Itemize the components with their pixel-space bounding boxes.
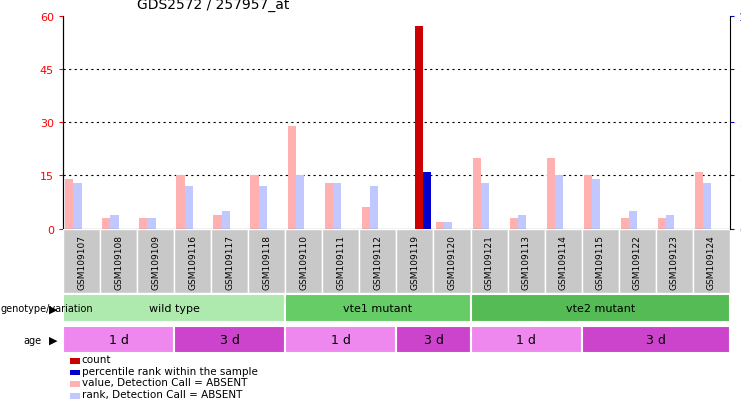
Text: GSM109121: GSM109121: [485, 234, 494, 289]
Text: vte1 mutant: vte1 mutant: [343, 304, 413, 314]
Text: 3 d: 3 d: [424, 333, 443, 346]
Bar: [296, 176, 304, 229]
Bar: [139, 218, 147, 229]
Bar: [619, 229, 656, 293]
Text: 3 d: 3 d: [646, 333, 665, 346]
Bar: [176, 176, 185, 229]
Bar: [174, 229, 211, 293]
Bar: [285, 326, 396, 354]
Text: GSM109107: GSM109107: [77, 234, 86, 289]
Bar: [592, 180, 600, 229]
Bar: [471, 229, 508, 293]
Text: GSM109115: GSM109115: [596, 234, 605, 289]
Bar: [325, 183, 333, 229]
Bar: [555, 176, 563, 229]
Bar: [471, 326, 582, 354]
Text: GSM109119: GSM109119: [411, 234, 419, 289]
Bar: [370, 187, 378, 229]
Bar: [322, 229, 359, 293]
Bar: [473, 158, 481, 229]
Bar: [285, 295, 471, 323]
Bar: [63, 295, 285, 323]
Bar: [444, 222, 452, 229]
Bar: [693, 229, 730, 293]
Bar: [666, 215, 674, 229]
Bar: [288, 126, 296, 229]
Bar: [213, 215, 222, 229]
Bar: [481, 183, 489, 229]
Bar: [63, 326, 174, 354]
Bar: [250, 176, 259, 229]
Bar: [433, 229, 471, 293]
Text: GSM109122: GSM109122: [633, 234, 642, 289]
Text: GSM109110: GSM109110: [299, 234, 308, 289]
Bar: [584, 176, 592, 229]
Bar: [147, 218, 156, 229]
Text: ▶: ▶: [49, 335, 57, 345]
Bar: [211, 229, 248, 293]
Text: GSM109111: GSM109111: [336, 234, 345, 289]
Bar: [582, 326, 730, 354]
Text: 1 d: 1 d: [109, 333, 128, 346]
Text: GSM109113: GSM109113: [522, 234, 531, 289]
Text: percentile rank within the sample: percentile rank within the sample: [82, 366, 258, 376]
Text: GSM109117: GSM109117: [225, 234, 234, 289]
Bar: [695, 173, 703, 229]
Bar: [110, 215, 119, 229]
Text: ▶: ▶: [49, 304, 57, 314]
Bar: [508, 229, 545, 293]
Bar: [423, 173, 431, 229]
Bar: [185, 187, 193, 229]
Bar: [658, 218, 666, 229]
Bar: [285, 229, 322, 293]
Bar: [629, 211, 637, 229]
Text: GSM109109: GSM109109: [151, 234, 160, 289]
Bar: [333, 183, 341, 229]
Text: GSM109120: GSM109120: [448, 234, 456, 289]
Bar: [621, 218, 629, 229]
Bar: [63, 229, 100, 293]
Text: wild type: wild type: [149, 304, 199, 314]
Bar: [518, 215, 526, 229]
Bar: [174, 326, 285, 354]
Bar: [415, 27, 423, 229]
Bar: [656, 229, 693, 293]
Text: genotype/variation: genotype/variation: [1, 304, 93, 314]
Text: GDS2572 / 257957_at: GDS2572 / 257957_at: [137, 0, 290, 12]
Bar: [65, 180, 73, 229]
Text: GSM109123: GSM109123: [670, 234, 679, 289]
Bar: [102, 218, 110, 229]
Text: 1 d: 1 d: [331, 333, 350, 346]
Text: GSM109114: GSM109114: [559, 234, 568, 289]
Bar: [547, 158, 555, 229]
Text: GSM109108: GSM109108: [114, 234, 123, 289]
Bar: [137, 229, 174, 293]
Bar: [100, 229, 137, 293]
Text: value, Detection Call = ABSENT: value, Detection Call = ABSENT: [82, 377, 247, 387]
Text: 1 d: 1 d: [516, 333, 536, 346]
Text: GSM109116: GSM109116: [188, 234, 197, 289]
Bar: [510, 218, 518, 229]
Text: age: age: [23, 335, 41, 345]
Text: vte2 mutant: vte2 mutant: [565, 304, 635, 314]
Text: count: count: [82, 354, 111, 364]
Bar: [436, 222, 444, 229]
Bar: [545, 229, 582, 293]
Bar: [359, 229, 396, 293]
Text: 3 d: 3 d: [220, 333, 239, 346]
Bar: [396, 229, 433, 293]
Bar: [222, 211, 230, 229]
Bar: [703, 183, 711, 229]
Text: rank, Detection Call = ABSENT: rank, Detection Call = ABSENT: [82, 389, 242, 399]
Text: GSM109124: GSM109124: [707, 234, 716, 289]
Bar: [73, 183, 82, 229]
Bar: [259, 187, 267, 229]
Bar: [362, 208, 370, 229]
Text: GSM109118: GSM109118: [262, 234, 271, 289]
Bar: [396, 326, 471, 354]
Text: GSM109112: GSM109112: [373, 234, 382, 289]
Bar: [471, 295, 730, 323]
Bar: [248, 229, 285, 293]
Bar: [582, 229, 619, 293]
